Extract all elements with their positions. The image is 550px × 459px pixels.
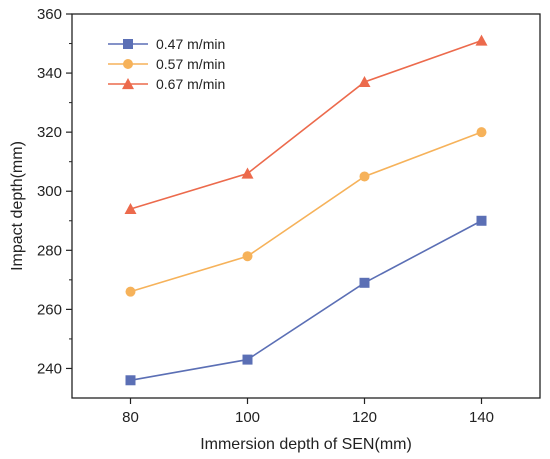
x-tick-label: 100	[235, 409, 260, 426]
y-tick-label: 360	[37, 6, 62, 23]
x-axis-title: Immersion depth of SEN(mm)	[200, 436, 412, 453]
data-point-marker	[123, 59, 133, 69]
data-point-marker	[122, 78, 134, 90]
data-point-marker	[242, 354, 253, 365]
legend-item: 0.57 m/min	[108, 56, 225, 72]
legend-label: 0.57 m/min	[156, 56, 225, 72]
data-point-marker	[359, 171, 370, 182]
y-tick-label: 240	[37, 360, 62, 377]
data-point-marker	[125, 375, 136, 386]
legend-item: 0.67 m/min	[108, 76, 225, 92]
y-tick-label: 260	[37, 301, 62, 318]
data-point-marker	[124, 202, 137, 215]
data-point-marker	[242, 251, 253, 262]
legend-item: 0.47 m/min	[108, 36, 225, 52]
data-point-marker	[476, 215, 487, 226]
plot-frame	[71, 13, 541, 399]
series-line	[130, 39, 482, 210]
y-axis: 240 260 280 300 320 340 360	[37, 6, 72, 377]
legend-label: 0.67 m/min	[156, 76, 225, 92]
data-point-marker	[241, 167, 254, 179]
data-point-marker	[125, 286, 136, 297]
series-group	[124, 34, 488, 386]
data-point-marker	[123, 39, 133, 49]
x-tick-label: 120	[352, 409, 377, 426]
data-point-marker	[475, 34, 488, 46]
series-3	[124, 34, 488, 215]
x-tick-label: 80	[122, 409, 139, 426]
legend: 0.47 m/min 0.57 m/min 0.67 m/min	[108, 36, 225, 92]
series-line	[130, 220, 482, 382]
y-axis-title: Impact depth(mm)	[9, 141, 26, 271]
data-point-marker	[358, 75, 371, 88]
y-tick-label: 320	[37, 124, 62, 141]
data-point-marker	[359, 277, 370, 288]
y-tick-label: 340	[37, 65, 62, 82]
x-axis: 80 100 120 140	[122, 398, 494, 426]
x-tick-label: 140	[469, 409, 494, 426]
legend-label: 0.47 m/min	[156, 36, 225, 52]
y-tick-label: 280	[37, 242, 62, 259]
y-tick-label: 300	[37, 183, 62, 200]
series-1	[125, 215, 487, 386]
series-line	[130, 131, 482, 293]
data-point-marker	[476, 127, 487, 138]
series-2	[125, 127, 487, 297]
